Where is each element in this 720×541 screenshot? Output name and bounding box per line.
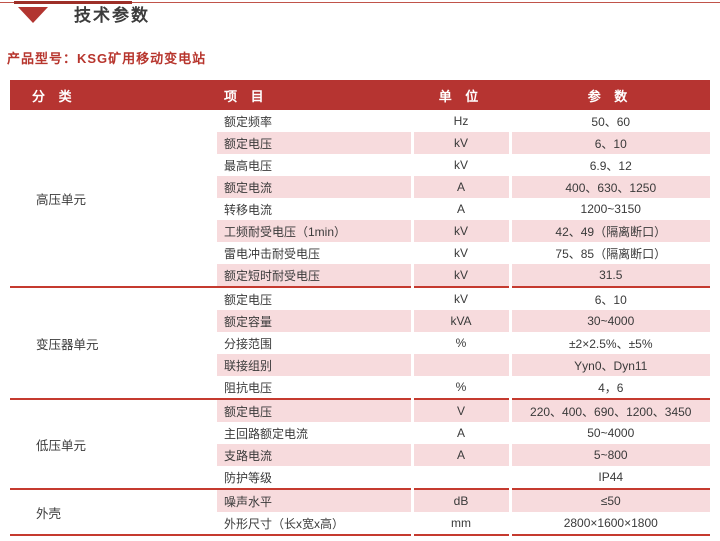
triangle-marker-icon: [18, 7, 48, 23]
item-cell: 工频耐受电压（1min）: [217, 220, 412, 242]
table-row: 阻抗电压% 4，6: [10, 376, 710, 400]
item-cell: 额定电流: [217, 176, 412, 198]
table-row: 支路电流 A 5~800: [10, 444, 710, 466]
top-accent-bar: [14, 1, 132, 4]
value-cell: 75、85（隔离断口）: [508, 242, 710, 264]
spec-table: 分 类 项 目 单 位 参 数 高压单元 额定频率 Hz 50、60 额定电压 kV 6、1…: [10, 80, 710, 536]
value-cell: 5~800: [508, 444, 710, 466]
value-cell: 2800×1600×1800: [508, 512, 710, 536]
unit-cell: mm: [410, 512, 510, 536]
unit-cell: kV: [410, 287, 510, 310]
item-cell: 额定电压: [217, 287, 412, 310]
spec-table-container: 分 类 项 目 单 位 参 数 高压单元 额定频率 Hz 50、60 额定电压 kV 6、1…: [10, 80, 710, 536]
top-divider-line: [0, 2, 720, 3]
value-cell: 50、60: [508, 110, 710, 132]
unit-cell: [410, 466, 510, 490]
table-row: 主回路额定电流 A 50~4000: [10, 422, 710, 444]
unit-cell: dB: [410, 489, 510, 512]
category-cell: 高压单元: [10, 110, 217, 288]
header-value: 参 数: [510, 80, 710, 110]
table-row: 外形尺寸（长x宽x高） mm 2800×1600×1800: [10, 512, 710, 536]
value-cell: 6、10: [508, 287, 710, 310]
header-category: 分 类: [10, 80, 217, 110]
value-cell: 400、630、1250: [508, 176, 710, 198]
spec-table-body: 高压单元 额定频率 Hz 50、60 额定电压 kV 6、10 最高电压 kV 6.9、12 额定电…: [10, 110, 710, 536]
unit-cell: kV: [410, 132, 510, 154]
value-cell: 1200~3150: [508, 198, 710, 220]
table-row: 变压器单元 额定电压 kV 6、10: [10, 287, 710, 400]
value-cell: ≤50: [508, 489, 710, 512]
value-cell: IP44: [508, 466, 710, 490]
table-row: 额定电压 kV 6、10: [10, 132, 710, 154]
table-row: 高压单元 额定频率 Hz 50、60: [10, 110, 710, 288]
item-cell: 转移电流: [217, 198, 412, 220]
section-header: 技术参数: [18, 6, 150, 26]
table-row: 最高电压 kV 6.9、12: [10, 154, 710, 176]
item-cell: 支路电流: [217, 444, 412, 466]
value-cell: 42、49（隔离断口）: [508, 220, 710, 242]
item-cell: 噪声水平: [217, 489, 412, 512]
table-row: 雷电冲击耐受电压 kV 75、85（隔离断口）: [10, 242, 710, 264]
unit-cell: kVA: [410, 310, 510, 332]
category-cell: 外壳: [10, 489, 217, 536]
table-row: 工频耐受电压（1min） kV 42、49（隔离断口）: [10, 220, 710, 242]
header-item: 项 目: [217, 80, 412, 110]
item-cell: 雷电冲击耐受电压: [217, 242, 412, 264]
value-cell: ±2×2.5%、±5%: [508, 332, 710, 354]
table-header-row: 分 类 项 目 单 位 参 数: [10, 80, 710, 110]
value-cell: 220、400、690、1200、3450: [508, 399, 710, 422]
table-row: 额定电流 A 400、630、1250: [10, 176, 710, 198]
table-row: 分接范围% ±2×2.5%、±5%: [10, 332, 710, 354]
unit-cell: %: [410, 332, 510, 354]
value-cell: 31.5: [508, 264, 710, 288]
unit-cell: A: [410, 444, 510, 466]
page-title: 技术参数: [74, 6, 150, 25]
item-cell: 额定容量: [217, 310, 412, 332]
table-row: 额定容量 kVA 30~4000: [10, 310, 710, 332]
table-row: 联接组别 Yyn0、Dyn11: [10, 354, 710, 376]
category-cell: 变压器单元: [10, 287, 217, 400]
value-cell: 50~4000: [508, 422, 710, 444]
unit-cell: Hz: [410, 110, 510, 132]
item-cell: 额定电压: [217, 132, 412, 154]
unit-cell: kV: [410, 154, 510, 176]
item-cell: 防护等级: [217, 466, 412, 490]
unit-cell: kV: [410, 220, 510, 242]
table-row: 外壳 噪声水平 dB ≤50: [10, 489, 710, 536]
table-row: 转移电流 A 1200~3150: [10, 198, 710, 220]
unit-cell: A: [410, 422, 510, 444]
category-cell: 低压单元: [10, 399, 217, 490]
table-row: 低压单元 额定电压 V 220、400、690、1200、3450: [10, 399, 710, 490]
unit-cell: V: [410, 399, 510, 422]
value-cell: Yyn0、Dyn11: [508, 354, 710, 376]
item-cell: 分接范围: [217, 332, 412, 354]
unit-cell: kV: [410, 242, 510, 264]
unit-cell: %: [410, 376, 510, 400]
value-cell: 30~4000: [508, 310, 710, 332]
unit-cell: A: [410, 198, 510, 220]
item-cell: 阻抗电压: [217, 376, 412, 400]
table-row: 额定短时耐受电压 kV 31.5: [10, 264, 710, 288]
unit-cell: A: [410, 176, 510, 198]
unit-cell: [410, 354, 510, 376]
item-cell: 额定短时耐受电压: [217, 264, 412, 288]
product-model-label: 产品型号：KSG矿用移动变电站: [7, 51, 207, 66]
unit-cell: kV: [410, 264, 510, 288]
table-row: 防护等级 IP44: [10, 466, 710, 490]
item-cell: 额定电压: [217, 399, 412, 422]
item-cell: 额定频率: [217, 110, 412, 132]
item-cell: 最高电压: [217, 154, 412, 176]
item-cell: 主回路额定电流: [217, 422, 412, 444]
value-cell: 4，6: [508, 376, 710, 400]
value-cell: 6、10: [508, 132, 710, 154]
item-cell: 联接组别: [217, 354, 412, 376]
item-cell: 外形尺寸（长x宽x高）: [217, 512, 412, 536]
value-cell: 6.9、12: [508, 154, 710, 176]
header-unit: 单 位: [412, 80, 510, 110]
